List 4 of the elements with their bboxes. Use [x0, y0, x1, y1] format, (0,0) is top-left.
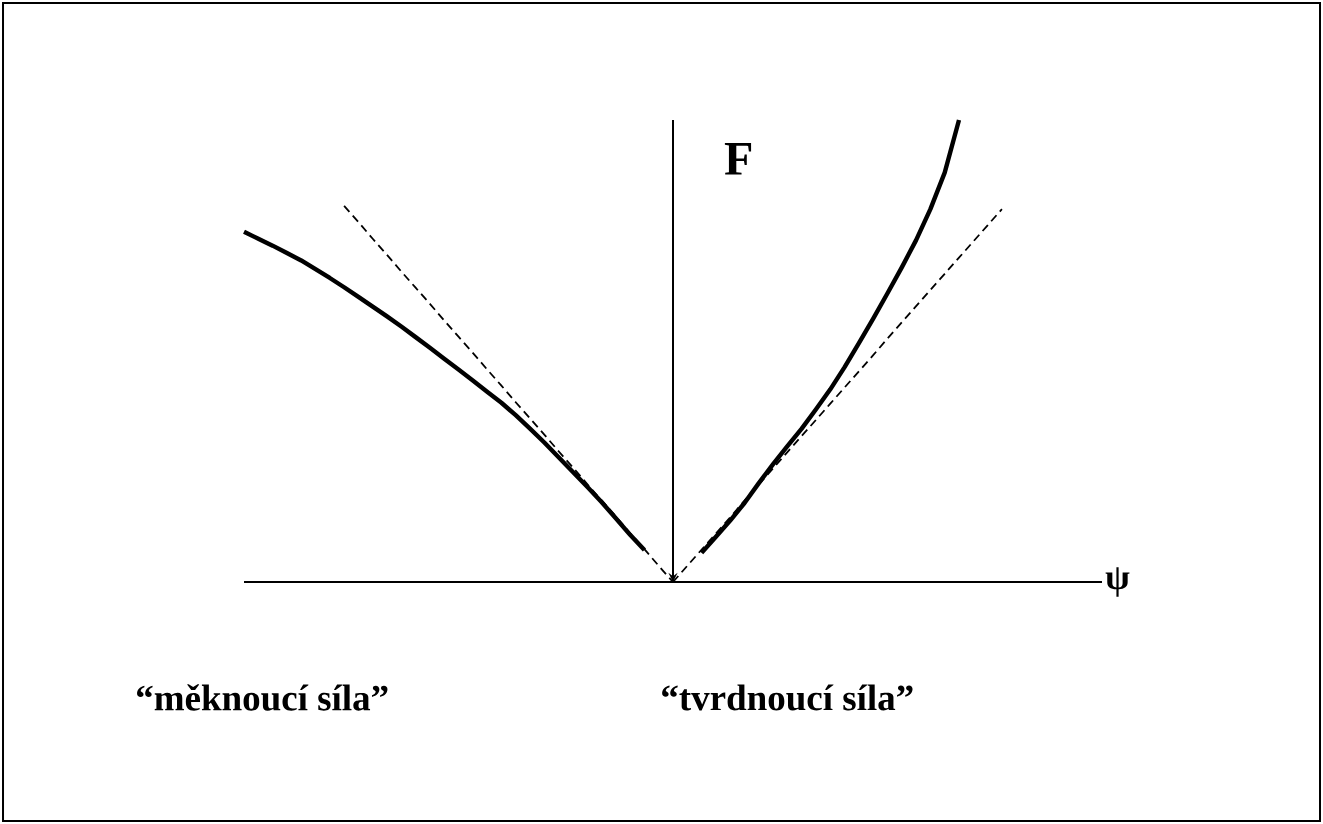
text: “měknoucí síla” — [137, 684, 388, 711]
x-axis-title: ψ — [1105, 567, 1130, 597]
y-axis-title: F — [724, 143, 752, 175]
text: “tvrdnoucí síla” — [662, 684, 913, 711]
